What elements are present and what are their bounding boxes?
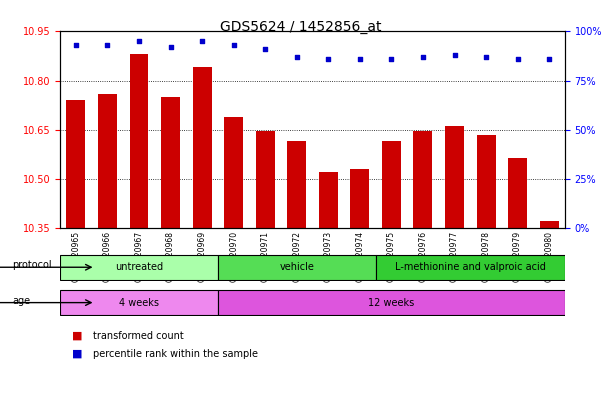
- FancyBboxPatch shape: [218, 255, 376, 280]
- Text: GDS5624 / 1452856_at: GDS5624 / 1452856_at: [220, 20, 381, 34]
- Point: [260, 46, 270, 52]
- Point: [103, 42, 112, 48]
- Point: [450, 52, 459, 58]
- Bar: [413, 131, 432, 228]
- Bar: [98, 94, 117, 228]
- Point: [545, 56, 554, 62]
- Bar: [161, 97, 180, 228]
- Point: [481, 54, 491, 60]
- Bar: [192, 68, 212, 228]
- Point: [513, 56, 522, 62]
- Point: [418, 54, 428, 60]
- Bar: [350, 169, 369, 228]
- Point: [134, 38, 144, 44]
- Text: age: age: [12, 296, 30, 306]
- Bar: [319, 172, 338, 228]
- Bar: [540, 221, 558, 228]
- Point: [229, 42, 239, 48]
- Text: untreated: untreated: [115, 262, 163, 272]
- Bar: [382, 141, 401, 228]
- Bar: [445, 127, 464, 228]
- Point: [323, 56, 333, 62]
- Text: 12 weeks: 12 weeks: [368, 298, 415, 308]
- Text: ■: ■: [72, 331, 82, 341]
- Bar: [224, 117, 243, 228]
- Text: L-methionine and valproic acid: L-methionine and valproic acid: [395, 262, 546, 272]
- Bar: [477, 134, 495, 228]
- Bar: [66, 100, 85, 228]
- Text: transformed count: transformed count: [93, 331, 184, 341]
- Text: vehicle: vehicle: [279, 262, 314, 272]
- Bar: [256, 131, 275, 228]
- Bar: [287, 141, 306, 228]
- Text: ■: ■: [72, 349, 82, 359]
- FancyBboxPatch shape: [60, 290, 218, 315]
- Text: protocol: protocol: [12, 260, 52, 270]
- Point: [166, 44, 175, 50]
- Bar: [508, 158, 527, 228]
- Point: [71, 42, 81, 48]
- FancyBboxPatch shape: [218, 290, 565, 315]
- Point: [292, 54, 302, 60]
- Point: [355, 56, 365, 62]
- Point: [386, 56, 396, 62]
- FancyBboxPatch shape: [376, 255, 565, 280]
- FancyBboxPatch shape: [60, 255, 218, 280]
- Point: [197, 38, 207, 44]
- Text: percentile rank within the sample: percentile rank within the sample: [93, 349, 258, 359]
- Text: 4 weeks: 4 weeks: [119, 298, 159, 308]
- Bar: [129, 54, 148, 228]
